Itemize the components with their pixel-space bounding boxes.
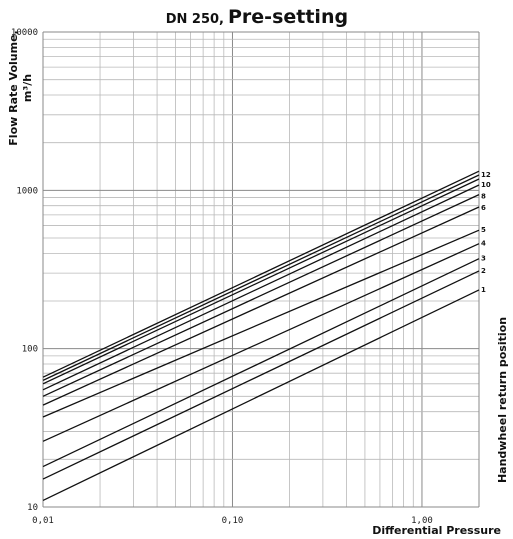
- y-tick-label: 1000: [16, 186, 38, 196]
- y-axis-label-line1: Flow Rate Volume,: [7, 30, 20, 145]
- ticks: 0,01 0,10 1,00 10 100 1000 10000: [11, 28, 433, 526]
- x-tick-label: 0,01: [32, 516, 54, 526]
- x-axis-label: Differential Pressure: [372, 524, 501, 537]
- series-line-8: [42, 194, 480, 397]
- y-axis-label-line2: m³/h: [21, 74, 34, 102]
- series-line-10: [42, 184, 480, 391]
- chart-title-prefix: DN 250,: [166, 12, 224, 27]
- grid: [42, 31, 480, 508]
- series-line-12: [42, 178, 480, 385]
- series-line-extra-10: [42, 170, 480, 378]
- series-label-3: 3: [481, 255, 486, 263]
- series-line-5: [42, 229, 480, 418]
- series-label-2: 2: [481, 267, 486, 275]
- right-axis-label: Handwheel return position: [496, 317, 509, 483]
- series-label-1: 1: [481, 286, 486, 294]
- series-label-6: 6: [481, 204, 486, 212]
- x-tick-label: 1,00: [411, 516, 433, 526]
- series-label-5: 5: [481, 226, 486, 234]
- series-label-10: 10: [481, 181, 491, 189]
- series-line-2: [42, 270, 480, 480]
- x-tick-label: 0,10: [222, 516, 244, 526]
- series-label-4: 4: [481, 240, 486, 248]
- series-line-extra-9: [42, 174, 480, 381]
- y-tick-label: 10: [27, 503, 38, 513]
- series-line-6: [42, 206, 480, 406]
- series-line-3: [42, 258, 480, 468]
- chart-title: Pre-setting: [228, 6, 348, 28]
- y-tick-label: 10000: [11, 28, 38, 38]
- series-label-12: 12: [481, 171, 491, 179]
- series-label-8: 8: [481, 193, 486, 201]
- y-tick-label: 100: [22, 345, 38, 355]
- series-line-1: [42, 289, 480, 501]
- series-line-4: [42, 243, 480, 442]
- curves: [42, 170, 480, 501]
